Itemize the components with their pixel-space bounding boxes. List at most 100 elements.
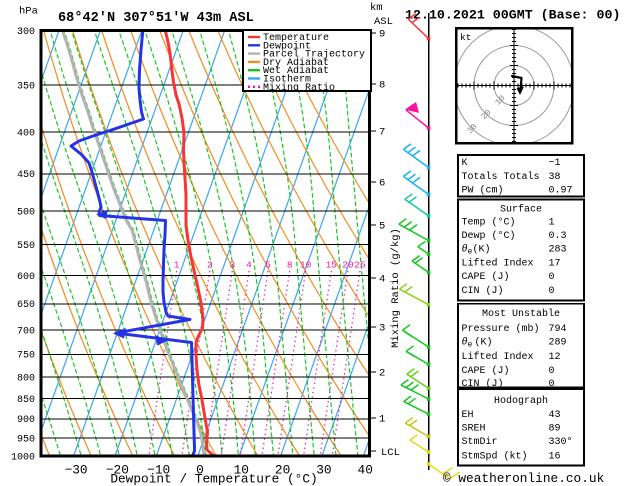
svg-text:e: e (468, 340, 473, 349)
svg-text:Parcel Trajectory: Parcel Trajectory (263, 49, 365, 61)
svg-text:0: 0 (196, 463, 204, 478)
svg-text:950: 950 (17, 434, 35, 445)
svg-text:750: 750 (17, 351, 35, 362)
svg-text:12.10.2021 00GMT (Base: 00): 12.10.2021 00GMT (Base: 00) (405, 8, 620, 23)
svg-text:Temperature: Temperature (263, 33, 329, 44)
svg-text:5: 5 (265, 260, 271, 271)
svg-text:kt: kt (460, 32, 471, 43)
svg-text:ASL: ASL (374, 16, 393, 28)
svg-text:Pressure (mb): Pressure (mb) (462, 323, 540, 335)
svg-text:−20: −20 (106, 463, 129, 478)
svg-text:Lifted Index: Lifted Index (462, 258, 534, 270)
svg-text:3: 3 (229, 260, 235, 271)
svg-text:Mixing Ratio: Mixing Ratio (263, 82, 335, 94)
svg-text:800: 800 (17, 374, 35, 385)
svg-text:Dewpoint: Dewpoint (263, 40, 311, 52)
svg-text:289: 289 (549, 337, 567, 348)
svg-text:89: 89 (549, 424, 561, 435)
svg-text:EH: EH (462, 410, 474, 421)
svg-text:600: 600 (17, 272, 35, 283)
svg-text:CIN (J): CIN (J) (462, 378, 504, 390)
svg-text:e: e (468, 248, 473, 257)
svg-text:−10: −10 (147, 463, 170, 478)
svg-text:5: 5 (379, 221, 385, 233)
svg-text:Dewp (°C): Dewp (°C) (462, 230, 516, 242)
svg-text:400: 400 (17, 129, 35, 140)
svg-text:0.3: 0.3 (549, 231, 567, 242)
svg-text:10: 10 (300, 260, 312, 271)
svg-text:2: 2 (207, 260, 213, 271)
svg-text:1: 1 (379, 414, 385, 426)
svg-text:16: 16 (549, 452, 561, 463)
svg-text:850: 850 (17, 395, 35, 406)
svg-text:17: 17 (549, 259, 561, 270)
svg-text:8: 8 (379, 80, 385, 92)
svg-text:θ: θ (462, 244, 468, 256)
svg-text:SREH: SREH (462, 424, 486, 435)
svg-text:CAPE (J): CAPE (J) (462, 271, 510, 283)
svg-text:15: 15 (326, 260, 338, 271)
svg-text:8: 8 (287, 260, 293, 271)
svg-text:20: 20 (275, 463, 290, 478)
svg-text:40: 40 (358, 463, 373, 478)
svg-text:Temp (°C): Temp (°C) (462, 216, 516, 228)
svg-text:1: 1 (174, 260, 180, 271)
svg-text:12: 12 (549, 352, 561, 363)
svg-text:900: 900 (17, 415, 35, 426)
svg-text:θ: θ (462, 336, 468, 348)
svg-text:PW (cm): PW (cm) (462, 185, 504, 197)
svg-text:0: 0 (549, 286, 555, 297)
svg-text:Surface: Surface (500, 204, 542, 216)
svg-text:−1: −1 (549, 158, 561, 169)
svg-text:CIN (J): CIN (J) (462, 285, 504, 297)
svg-text:K: K (462, 158, 468, 169)
svg-text:550: 550 (17, 241, 35, 252)
svg-text:6: 6 (379, 178, 385, 190)
svg-text:(K): (K) (475, 336, 493, 348)
svg-text:km: km (370, 2, 383, 14)
svg-text:30: 30 (316, 463, 331, 478)
svg-text:(K): (K) (473, 244, 491, 256)
svg-text:0: 0 (549, 379, 555, 390)
svg-text:hPa: hPa (19, 6, 38, 18)
svg-text:Dry Adiabat: Dry Adiabat (263, 57, 329, 69)
svg-text:283: 283 (549, 245, 567, 256)
svg-text:450: 450 (17, 170, 35, 181)
svg-text:0.97: 0.97 (549, 186, 573, 197)
svg-text:−30: −30 (65, 463, 88, 478)
svg-text:1000: 1000 (11, 452, 35, 463)
svg-text:25: 25 (354, 260, 366, 271)
svg-text:CAPE (J): CAPE (J) (462, 365, 510, 377)
svg-text:Mixing Ratio (g/kg): Mixing Ratio (g/kg) (390, 228, 402, 348)
svg-text:Most Unstable: Most Unstable (482, 308, 560, 320)
svg-text:LCL: LCL (381, 447, 400, 459)
svg-text:Wet Adiabat: Wet Adiabat (263, 65, 329, 77)
svg-text:794: 794 (549, 324, 567, 335)
svg-text:350: 350 (17, 81, 35, 92)
svg-text:10: 10 (234, 463, 249, 478)
svg-text:0: 0 (549, 366, 555, 377)
svg-text:650: 650 (17, 300, 35, 311)
svg-text:700: 700 (17, 326, 35, 337)
svg-text:StmDir: StmDir (462, 436, 498, 448)
svg-text:0: 0 (549, 272, 555, 283)
svg-text:Hodograph: Hodograph (494, 395, 548, 407)
svg-text:2: 2 (379, 368, 385, 380)
svg-text:Dewpoint / Temperature (°C): Dewpoint / Temperature (°C) (110, 472, 317, 486)
svg-text:Totals Totals: Totals Totals (462, 171, 540, 183)
svg-text:StmSpd (kt): StmSpd (kt) (462, 451, 528, 463)
svg-text:3: 3 (379, 323, 385, 335)
svg-text:68°42'N 307°51'W 43m ASL: 68°42'N 307°51'W 43m ASL (58, 11, 254, 26)
svg-text:Isotherm: Isotherm (263, 74, 311, 86)
svg-text:300: 300 (17, 27, 35, 38)
svg-text:7: 7 (379, 127, 385, 139)
svg-text:Lifted Index: Lifted Index (462, 351, 534, 363)
svg-text:4: 4 (246, 260, 252, 271)
svg-text:© weatheronline.co.uk: © weatheronline.co.uk (443, 471, 605, 486)
svg-text:4: 4 (379, 274, 385, 286)
svg-text:38: 38 (549, 172, 561, 183)
svg-text:20: 20 (342, 260, 354, 271)
svg-text:330°: 330° (549, 436, 573, 448)
svg-text:9: 9 (379, 29, 385, 41)
svg-text:43: 43 (549, 410, 561, 421)
